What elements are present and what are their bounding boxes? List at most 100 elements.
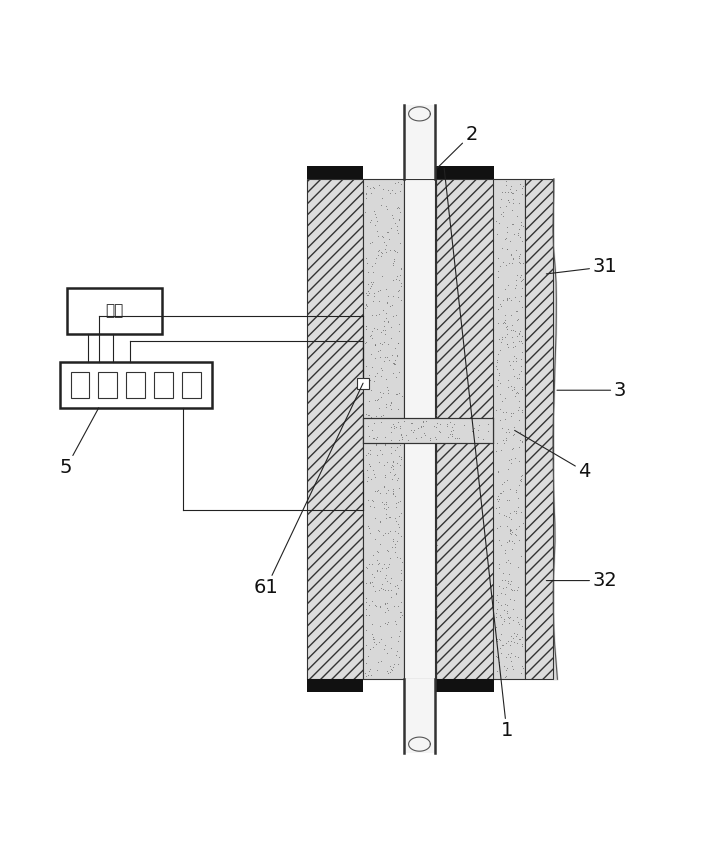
Point <box>493 655 505 668</box>
Point <box>510 305 522 318</box>
Point <box>393 657 404 671</box>
Point <box>509 339 520 353</box>
Point <box>391 473 403 486</box>
Point <box>360 668 372 682</box>
Point <box>381 306 392 320</box>
Point <box>379 480 390 494</box>
Point <box>379 413 390 426</box>
Point <box>377 408 388 422</box>
Bar <box>363 178 404 680</box>
Point <box>503 568 515 582</box>
Point <box>492 251 503 265</box>
Point <box>498 613 509 626</box>
Point <box>513 491 524 505</box>
Point <box>515 214 527 228</box>
Point <box>509 324 520 338</box>
Point <box>506 257 517 270</box>
Point <box>387 482 398 496</box>
Point <box>505 582 517 595</box>
Point <box>508 583 520 596</box>
Point <box>502 519 513 533</box>
Point <box>386 320 397 334</box>
Point <box>430 603 441 617</box>
Point <box>491 214 502 227</box>
Point <box>498 508 510 522</box>
Point <box>493 332 504 346</box>
Point <box>378 182 389 196</box>
Point <box>502 278 513 292</box>
Point <box>514 372 525 385</box>
Point <box>390 420 401 433</box>
Point <box>370 338 381 352</box>
Bar <box>357 378 369 389</box>
Point <box>512 227 523 240</box>
Point <box>515 352 527 366</box>
Point <box>391 201 403 214</box>
Point <box>379 468 390 482</box>
Point <box>512 385 523 399</box>
Point <box>494 259 505 273</box>
Point <box>441 417 453 431</box>
Point <box>501 598 513 612</box>
Point <box>395 420 406 434</box>
Point <box>491 589 503 602</box>
Point <box>494 402 505 416</box>
Point <box>384 299 395 313</box>
Point <box>381 495 392 509</box>
Point <box>375 283 386 297</box>
Point <box>381 245 392 258</box>
Point <box>507 362 518 376</box>
Point <box>490 501 501 515</box>
Point <box>393 324 405 338</box>
Point <box>408 423 419 437</box>
Point <box>516 274 527 287</box>
Point <box>386 420 397 434</box>
Point <box>501 405 512 419</box>
Point <box>396 529 407 543</box>
Point <box>393 635 404 649</box>
Point <box>508 251 519 265</box>
Point <box>513 395 525 408</box>
Point <box>515 269 527 282</box>
Point <box>504 453 515 467</box>
Point <box>372 563 383 577</box>
Point <box>380 486 391 500</box>
Point <box>502 319 513 333</box>
Bar <box>307 166 363 178</box>
Point <box>442 431 453 444</box>
Point <box>379 606 391 619</box>
Point <box>510 630 522 644</box>
Point <box>498 317 509 330</box>
Point <box>510 486 521 499</box>
Point <box>505 379 517 393</box>
Point <box>492 379 503 393</box>
Point <box>371 394 382 408</box>
Point <box>384 419 396 432</box>
Point <box>499 391 510 405</box>
Point <box>361 474 372 488</box>
Point <box>383 414 394 427</box>
Point <box>384 551 396 565</box>
Point <box>503 577 514 590</box>
Point <box>501 291 513 305</box>
Point <box>390 587 401 601</box>
Point <box>501 242 513 256</box>
Point <box>491 361 503 375</box>
Point <box>387 455 398 468</box>
Point <box>381 543 393 557</box>
Point <box>360 414 372 427</box>
Point <box>384 511 396 524</box>
Point <box>508 406 519 420</box>
Point <box>498 209 509 223</box>
Point <box>509 420 520 434</box>
Point <box>372 545 383 559</box>
Point <box>374 444 386 457</box>
Point <box>391 308 402 322</box>
Point <box>371 251 382 265</box>
Point <box>363 608 374 622</box>
Point <box>364 281 376 294</box>
Point <box>369 339 381 353</box>
Point <box>513 228 524 242</box>
Point <box>508 369 519 383</box>
Point <box>513 519 525 533</box>
